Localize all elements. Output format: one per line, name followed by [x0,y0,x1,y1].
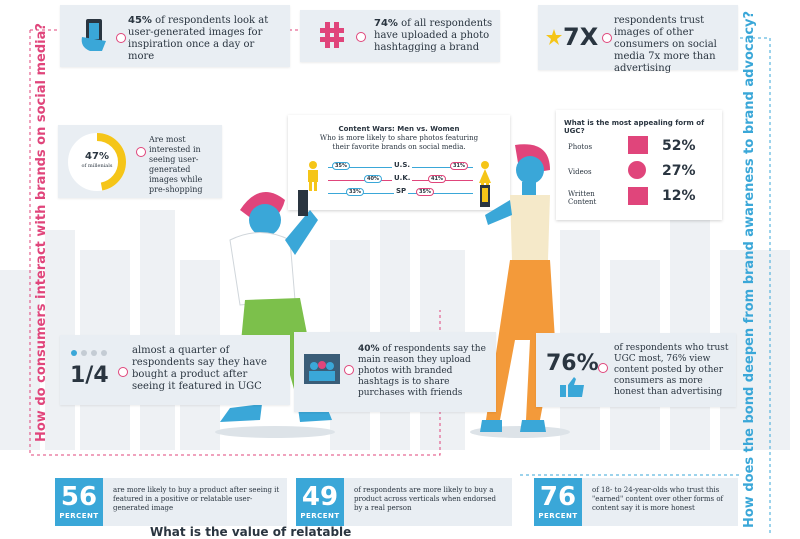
ugc-card: What is the most appealing form of UGC? … [556,110,722,220]
seventysix-card: 76% of respondents who trust UGC most, 7… [536,333,736,407]
stat-card-7x: 7X respondents trust images of other con… [538,5,738,74]
cw-sp-men: 33% [346,188,364,196]
footer-heading: What is the value of relatable [150,525,352,539]
ugc-videos-label: Videos [568,168,592,176]
ugc-photos-pct: 52% [662,138,696,154]
cw-us-country: U.S. [392,161,413,169]
bottom-76-box: 76 PERCENT [534,478,582,526]
content-wars-card: Content Wars: Men vs. Women Who is more … [288,115,510,210]
bottom-76-num: 76 [539,482,577,512]
ugc-written-pct: 12% [662,188,696,204]
seventysix-dot [598,363,608,373]
bottom-card-76: 76 PERCENT of 18- to 24-year-olds who tr… [534,478,738,526]
cw-sp-country: SP [394,187,409,195]
bottom-49-box: 49 PERCENT [296,478,344,526]
bottom-76-label: PERCENT [538,512,578,520]
seventysix-text: of respondents who trust UGC most, 76% v… [614,343,729,397]
thumbs-up-icon [560,377,584,397]
millennials-sub: of millenials [81,163,113,169]
millennials-pct: 47% [85,151,109,162]
quarter-dot [118,367,128,377]
cw-row-us: 35% U.S. 31% [288,161,510,173]
right-side-heading: How does the bond deepen from brand awar… [742,10,757,528]
hashtag-icon [320,22,344,48]
forty-card: 40% of respondents say the main reason t… [294,332,496,412]
photo-icon [628,136,648,154]
quarter-text: almost a quarter of respondents say they… [132,345,267,392]
cw-row-uk: 40% U.K. 41% [288,174,510,186]
cw-sp-women: 35% [416,188,434,196]
bottom-56-label: PERCENT [59,512,99,520]
stat-7x-text: respondents trust images of other consum… [614,15,717,74]
phone-hand-icon [81,19,106,51]
quarter-big: 1/4 [70,363,109,388]
bottom-56-num: 56 [60,482,98,512]
content-wars-rows: 35% U.S. 31% 40% U.K. 41% 33% SP 35% [288,161,510,201]
content-wars-subtitle: Who is more likely to share photos featu… [319,134,479,151]
stat-74-text: 74% of all respondents have uploaded a p… [374,18,493,53]
bottom-56-text: are more likely to buy a product after s… [113,486,280,512]
cw-us-women: 31% [450,162,468,170]
people-row-icon [71,350,107,356]
ugc-written-label: Written Content [568,190,597,206]
stat-7x-big: 7X [563,23,599,51]
ugc-videos-pct: 27% [662,163,696,179]
video-play-icon [628,161,646,179]
bottom-49-label: PERCENT [300,512,340,520]
millennials-donut [68,133,126,191]
bottom-49-text: of respondents are more likely to buy a … [354,486,496,512]
millennials-dot [136,147,146,157]
star-icon [546,29,562,45]
millennials-text: Are most interested in seeing user-gener… [149,135,203,194]
seventysix-big: 76% [546,351,599,376]
millennials-card: 47% of millenials Are most interested in… [58,125,222,198]
bottom-49-num: 49 [301,482,339,512]
cw-uk-women: 41% [428,175,446,183]
cw-us-men: 35% [332,162,350,170]
stat-card-45: 45% of respondents look at user-generate… [60,5,290,67]
content-wars-title: Content Wars: Men vs. Women [338,125,460,133]
stat-card-74: 74% of all respondents have uploaded a p… [300,10,500,62]
forty-dot [344,365,354,375]
stat-74-dot [356,32,366,42]
bottom-56-box: 56 PERCENT [55,478,103,526]
forty-text: 40% of respondents say the main reason t… [358,344,486,398]
cw-row-sp: 33% SP 35% [288,187,510,199]
left-side-heading: How do consumers interact with brands on… [34,23,49,442]
ugc-photos-label: Photos [568,143,593,151]
ugc-title: What is the most appealing form of UGC? [564,119,705,135]
quarter-card: 1/4 almost a quarter of respondents say … [60,335,290,405]
cw-uk-country: U.K. [392,174,413,182]
stat-45-text: 45% of respondents look at user-generate… [128,15,269,62]
group-photo-icon [304,354,340,384]
bottom-76-text: of 18- to 24-year-olds who trust this "e… [592,486,724,512]
bottom-card-49: 49 PERCENT of respondents are more likel… [296,478,512,526]
man-figure-icon [308,161,318,191]
stat-7x-dot [602,33,612,43]
bottom-card-56: 56 PERCENT are more likely to buy a prod… [55,478,287,526]
cw-uk-men: 40% [364,175,382,183]
stat-45-dot [116,33,126,43]
document-icon [628,187,648,205]
